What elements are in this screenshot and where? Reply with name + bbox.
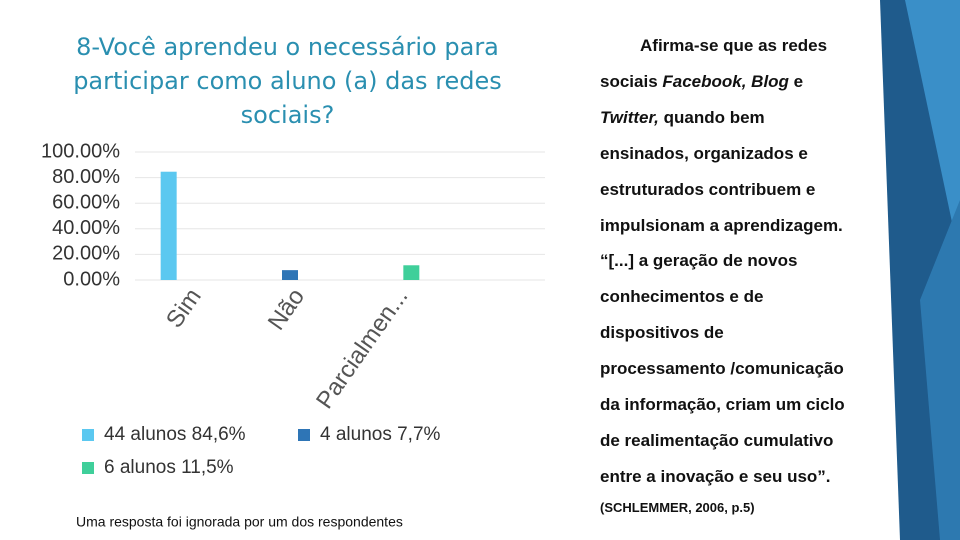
citation: (SCHLEMMER, 2006, p.5) [600, 500, 755, 515]
y-tick-label: 0.00% [63, 268, 120, 290]
text-line: conhecimentos e de [600, 287, 763, 307]
y-tick-label: 60.00% [52, 191, 120, 213]
y-tick-label: 80.00% [52, 166, 120, 188]
text-line: Afirma-se que as redes [640, 36, 827, 56]
y-tick-label: 100.00% [41, 140, 120, 162]
text-span: sociais [600, 71, 663, 91]
bar [282, 270, 298, 280]
decoration [905, 0, 960, 260]
legend-marker [82, 462, 94, 474]
text-line: de realimentação cumulativo [600, 431, 833, 451]
text-span: entre a inovação e seu uso”. [600, 466, 831, 486]
text-line: processamento /comunicação [600, 359, 844, 379]
x-tick-label: Parcialmen... [311, 284, 413, 414]
text-span: conhecimentos e de [600, 287, 764, 307]
legend-label: 44 alunos 84,6% [104, 424, 246, 445]
legend-marker [298, 429, 310, 441]
x-tick-label: Não [263, 284, 310, 336]
text-span: dispositivos de [600, 323, 724, 343]
text-line: “[...] a geração de novos [600, 251, 797, 271]
legend-label: 4 alunos 7,7% [320, 424, 441, 445]
text-line: dispositivos de [600, 323, 724, 343]
y-tick-label: 40.00% [52, 217, 120, 239]
text-span: da informação, criam um ciclo [600, 395, 845, 414]
text-line: sociais Facebook, Blog e [600, 72, 803, 92]
legend-marker [82, 429, 94, 441]
text-line: impulsionam a aprendizagem. [600, 216, 843, 236]
text-line: estruturados contribuem e [600, 180, 815, 200]
text-span: “[...] a geração de novos [600, 251, 798, 271]
bar [160, 171, 177, 280]
text-line: da informação, criam um ciclo [600, 395, 845, 415]
chart-note: Uma resposta foi ignorada por um dos res… [76, 514, 403, 530]
text-span: ensinados, organizados e [600, 143, 808, 163]
text-line: entre a inovação e seu uso”. [600, 467, 831, 487]
text-span: impulsionam a aprendizagem. [600, 215, 843, 235]
text-line: Twitter, quando bem [600, 108, 765, 128]
bar [403, 265, 420, 280]
x-tick-label: Sim [161, 284, 207, 333]
text-line: ensinados, organizados e [600, 144, 808, 164]
y-tick-label: 20.00% [52, 243, 120, 265]
text-span: e [788, 71, 804, 91]
decoration [920, 200, 960, 540]
text-span: Twitter, [600, 107, 659, 127]
text-span: Facebook, Blog [662, 71, 789, 91]
text-span: estruturados contribuem e [600, 179, 816, 199]
text-span: Afirma-se que as redes [640, 36, 828, 55]
text-span: de realimentação cumulativo [600, 430, 834, 450]
chart-title: 8-Você aprendeu o necessário para partic… [73, 33, 502, 129]
text-span: processamento /comunicação [600, 359, 844, 379]
legend-label: 6 alunos 11,5% [104, 457, 234, 478]
text-span: quando bem [658, 107, 765, 127]
